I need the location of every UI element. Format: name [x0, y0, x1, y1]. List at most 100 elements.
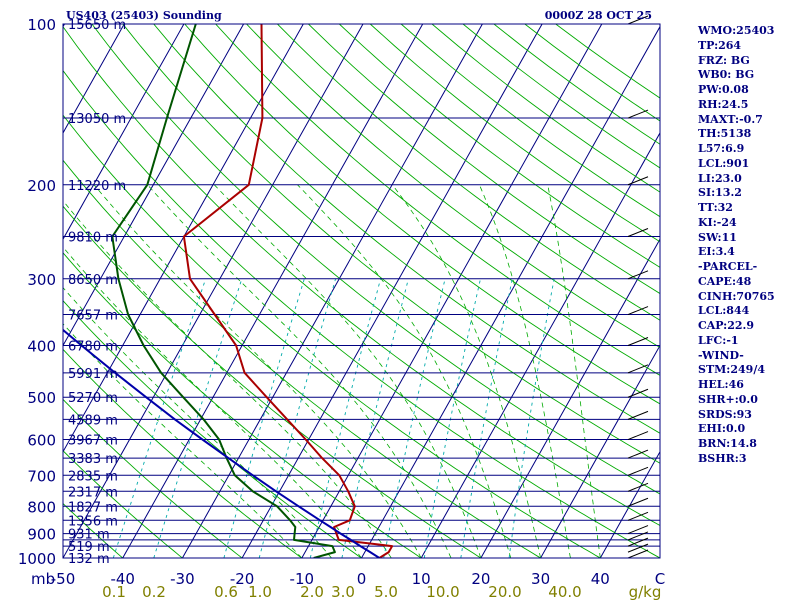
mixing-ratio-line	[112, 278, 207, 558]
height-label: 519 m	[68, 540, 110, 555]
moist-adiabat-line	[93, 184, 422, 558]
wind-barb-icon	[627, 176, 649, 186]
stats-panel: WMO:25403 TP:264 FRZ: BG WB0: BG PW:0.08 RH:2…	[698, 24, 775, 467]
height-label: 1827 m	[68, 500, 118, 515]
isotherm-line	[241, 24, 543, 558]
mixing-ratio-label: g/kg	[629, 583, 662, 600]
isotherm-line	[181, 24, 483, 558]
stat-item: LCL:901	[698, 156, 750, 170]
pressure-tick-label: 400	[27, 338, 56, 356]
stat-item: BRN:14.8	[698, 437, 757, 450]
stat-item: STM:249/4	[698, 363, 765, 377]
height-label: 3383 m	[68, 452, 118, 467]
wind-barb-icon	[627, 388, 649, 398]
mixing-ratio-label: 5.0	[374, 583, 398, 600]
height-label: 931 m	[68, 528, 110, 543]
stat-item: WB0: BG	[698, 68, 755, 82]
dewpoint-line	[111, 24, 336, 558]
mixing-ratio-line	[153, 278, 243, 558]
moist-adiabat-line	[297, 184, 512, 558]
moist-adiabat-line	[147, 184, 452, 558]
pressure-tick-label: 900	[27, 526, 56, 544]
stat-item: CINH:70765	[698, 289, 775, 303]
stat-item: WMO:25403	[698, 24, 775, 37]
isotherm-line	[63, 24, 125, 134]
stat-item: LCL:844	[698, 304, 750, 318]
wind-barb-icon	[627, 228, 649, 237]
dry-adiabat-line	[63, 25, 660, 527]
temperature-tick-label: -10	[290, 570, 315, 588]
pressure-tick-label: 1000	[18, 550, 56, 568]
stat-item: BSHR:3	[698, 451, 747, 465]
pressure-tick-label: 700	[27, 467, 56, 485]
height-label: 7657 m	[68, 309, 118, 324]
height-label: 5270 m	[68, 391, 118, 406]
temperature-tick-label: 40	[591, 570, 610, 588]
stat-item: KI:-24	[698, 215, 737, 229]
stat-item: L57:6.9	[698, 142, 745, 155]
isotherm-line	[63, 24, 245, 347]
mixing-ratio-label: 10.0	[426, 583, 459, 600]
stat-item: TP:264	[698, 38, 742, 52]
pressure-tick-label: 800	[27, 498, 56, 516]
height-label: 3967 m	[68, 434, 118, 449]
temperature-tick-label: C	[655, 570, 665, 588]
temperature-line	[182, 24, 394, 558]
sounding-time: 0000Z 28 OCT 25	[544, 9, 652, 22]
temperature-tick-label: 20	[471, 570, 490, 588]
isotherm-line	[63, 24, 185, 241]
height-label: 4589 m	[68, 413, 118, 428]
stat-item: SI:13.2	[698, 186, 742, 200]
stat-item: PW:0.08	[698, 83, 749, 96]
temperature-tick-label: 0	[357, 570, 367, 588]
pressure-tick-label: 200	[27, 177, 56, 195]
isotherm-line	[63, 24, 364, 558]
isotherm-line	[420, 131, 660, 558]
mixing-ratio-line	[460, 278, 513, 558]
stat-item: SW:11	[698, 230, 737, 244]
mixing-ratio-label: 40.0	[548, 583, 581, 600]
stat-item: CAP:22.9	[698, 319, 755, 332]
mixing-ratio-label: 0.6	[214, 583, 238, 600]
isotherm-line	[480, 238, 660, 558]
wind-barb-icon	[627, 364, 649, 374]
moist-adiabat-line	[547, 184, 601, 558]
height-label: 2317 m	[68, 485, 118, 500]
stat-item: HEL:46	[698, 378, 744, 391]
mixing-ratio-line	[309, 278, 382, 558]
height-label: 5991 m	[68, 367, 118, 382]
stat-item: EI:3.4	[698, 245, 735, 259]
mixing-ratio-label: 3.0	[331, 583, 355, 600]
dry-adiabat-line	[63, 69, 660, 558]
y-units-label: mb	[31, 570, 55, 588]
isotherm-line	[301, 24, 603, 558]
wind-barb-icon	[627, 466, 649, 476]
stat-item: LFC:-1	[698, 333, 739, 347]
wind-barb-icon	[627, 482, 649, 492]
pressure-tick-label: 600	[27, 432, 56, 450]
temperature-tick-label: -50	[51, 570, 76, 588]
height-label: 15650 m	[68, 18, 126, 33]
mixing-ratio-label: 1.0	[248, 583, 272, 600]
wind-barb-icon	[627, 306, 649, 315]
height-label: 6780 m	[68, 340, 118, 355]
wind-barb-icon	[627, 511, 649, 521]
wind-barb-icon	[627, 109, 649, 119]
pressure-tick-label: 100	[27, 16, 56, 34]
mixing-ratio-label: 0.2	[142, 583, 166, 600]
plot-frame	[62, 23, 661, 559]
grid	[0, 24, 660, 558]
temperature-tick-label: -20	[230, 570, 255, 588]
stat-item: SRDS:93	[698, 407, 752, 421]
mixing-ratio-label: 20.0	[488, 583, 521, 600]
height-label: 8650 m	[68, 273, 118, 288]
isotherm-line	[599, 450, 660, 558]
stat-item: -PARCEL-	[698, 260, 758, 273]
isotherm-line	[0, 24, 5, 558]
stat-item: -WIND-	[698, 348, 744, 362]
mixing-ratio-line	[258, 278, 337, 558]
mixing-ratio-line	[423, 278, 481, 558]
stat-item: CAPE:48	[698, 274, 752, 288]
